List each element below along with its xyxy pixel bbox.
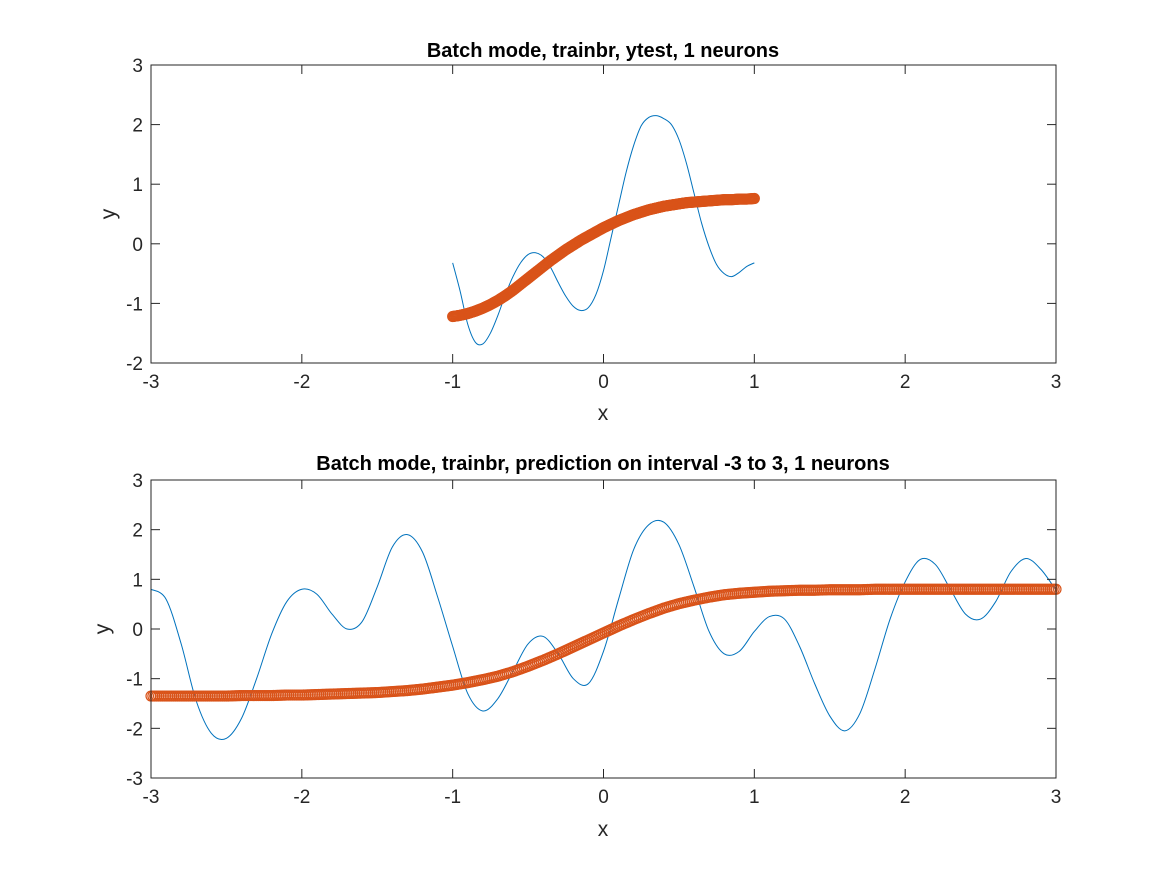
top-y-tick-label: -2 xyxy=(126,354,143,375)
top-x-tick-label: -3 xyxy=(143,372,160,393)
top-y-tick-label: -1 xyxy=(126,294,143,315)
bottom-plot-area xyxy=(145,519,1062,740)
top-x-tick-label: 3 xyxy=(1051,372,1062,393)
bottom-y-tick-label: -3 xyxy=(126,769,143,790)
bottom-y-tick-label: 1 xyxy=(132,570,143,591)
bottom-subplot: Batch mode, trainbr, prediction on inter… xyxy=(91,453,1062,841)
top-x-tick-label: 1 xyxy=(749,372,760,393)
bottom-chart-title: Batch mode, trainbr, prediction on inter… xyxy=(316,453,889,475)
bottom-ticks: -3 -2 -1 0 1 2 3 -3 -2 -1 0 1 2 3 xyxy=(126,471,1061,808)
top-y-tick-label: 3 xyxy=(132,56,143,77)
top-y-tick-label: 2 xyxy=(132,116,143,137)
top-y-tick-label: 1 xyxy=(132,175,143,196)
top-x-tick-label: -1 xyxy=(444,372,461,393)
bottom-x-axis-label: x xyxy=(598,818,609,841)
top-y-axis-label: y xyxy=(97,208,120,219)
bottom-y-tick-label: 0 xyxy=(132,620,143,641)
bottom-y-tick-label: -1 xyxy=(126,670,143,691)
top-y-tick-label: 0 xyxy=(132,235,143,256)
bottom-x-tick-label: 0 xyxy=(598,787,609,808)
bottom-y-axis-label: y xyxy=(91,623,114,634)
top-x-axis-label: x xyxy=(598,402,609,425)
top-plot-area xyxy=(447,115,760,346)
bottom-x-tick-label: 1 xyxy=(749,787,760,808)
bottom-x-tick-label: -2 xyxy=(293,787,310,808)
bottom-x-tick-label: 2 xyxy=(900,787,911,808)
top-series-marker xyxy=(748,192,760,205)
bottom-x-tick-label: -3 xyxy=(143,787,160,808)
top-x-tick-label: -2 xyxy=(293,372,310,393)
bottom-x-tick-label: -1 xyxy=(444,787,461,808)
top-subplot: Batch mode, trainbr, ytest, 1 neurons -3… xyxy=(97,40,1061,425)
top-x-tick-label: 0 xyxy=(598,372,609,393)
top-chart-title: Batch mode, trainbr, ytest, 1 neurons xyxy=(427,40,779,62)
top-x-tick-label: 2 xyxy=(900,372,911,393)
bottom-y-tick-label: 2 xyxy=(132,521,143,542)
bottom-x-tick-label: 3 xyxy=(1051,787,1062,808)
bottom-y-tick-label: 3 xyxy=(132,471,143,492)
top-axes-frame xyxy=(150,64,1057,364)
bottom-y-tick-label: -2 xyxy=(126,719,143,740)
bottom-series-line xyxy=(150,519,1057,740)
